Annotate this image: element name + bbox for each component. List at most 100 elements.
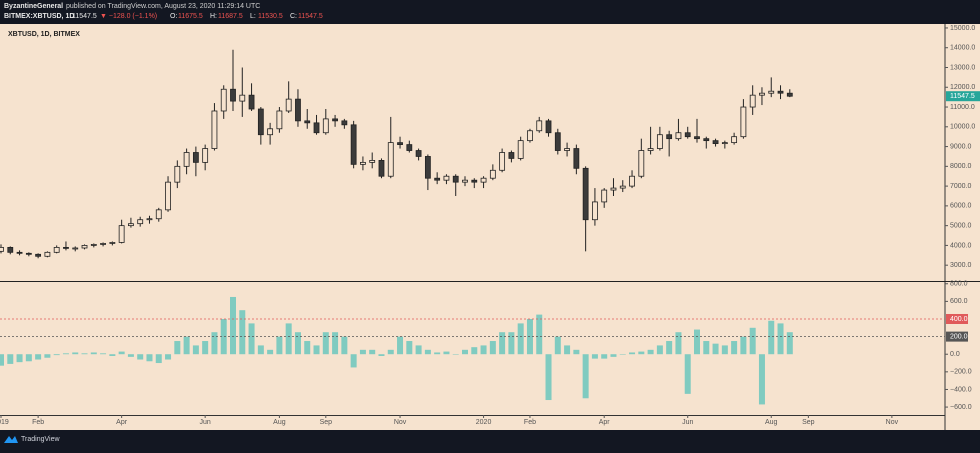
candle-body bbox=[424, 156, 431, 179]
candle-body bbox=[100, 243, 106, 245]
candle-body bbox=[369, 160, 376, 163]
bar bbox=[508, 332, 515, 355]
bar bbox=[619, 354, 626, 355]
candle-body bbox=[35, 253, 42, 257]
bar bbox=[591, 354, 598, 359]
bar bbox=[220, 318, 227, 355]
candle-body bbox=[350, 124, 357, 165]
x-tick-label: 2019 bbox=[0, 419, 9, 426]
bar bbox=[582, 354, 589, 399]
candle-body bbox=[90, 244, 97, 246]
candle-body bbox=[332, 118, 338, 122]
candle-body bbox=[573, 148, 580, 169]
candle-body bbox=[471, 179, 478, 183]
y-tick-label: 15000.0 bbox=[950, 25, 975, 32]
candle-body bbox=[137, 219, 144, 225]
x-tick-label: Jun bbox=[200, 419, 211, 426]
ohlc-value: 11675.5 bbox=[178, 13, 203, 20]
bar bbox=[276, 336, 283, 355]
candle-body bbox=[63, 246, 69, 249]
candle-body bbox=[517, 140, 524, 159]
bar bbox=[81, 353, 88, 355]
x-tick-label: Apr bbox=[116, 419, 128, 426]
bar bbox=[443, 351, 450, 355]
bar bbox=[489, 341, 496, 355]
bar bbox=[517, 323, 524, 355]
bar bbox=[332, 332, 339, 355]
candle-body bbox=[601, 189, 608, 203]
reference-label-box bbox=[946, 313, 968, 324]
bar bbox=[118, 351, 125, 355]
bar bbox=[230, 296, 236, 355]
bar bbox=[267, 349, 274, 355]
candle-body bbox=[554, 132, 561, 151]
candle-body bbox=[128, 223, 134, 227]
y-tick-label: 4000.0 bbox=[950, 242, 972, 249]
y-tick-label: −600.0 bbox=[950, 404, 972, 411]
bar bbox=[25, 354, 32, 362]
bar bbox=[387, 349, 394, 355]
candle-body bbox=[202, 148, 209, 163]
bar bbox=[740, 336, 747, 355]
bar bbox=[786, 332, 793, 355]
bar bbox=[294, 332, 301, 355]
y-tick-label: −400.0 bbox=[950, 386, 972, 393]
last-price-label: 11547.5 bbox=[950, 93, 975, 100]
candle-body bbox=[211, 110, 218, 149]
bar bbox=[684, 354, 691, 394]
x-tick-label: Sep bbox=[802, 419, 815, 426]
candle-body bbox=[44, 251, 51, 257]
candle-body bbox=[462, 179, 468, 183]
y-tick-label: 600.0 bbox=[950, 298, 968, 305]
x-tick-label: Sep bbox=[320, 419, 333, 426]
x-tick-label: Feb bbox=[524, 419, 536, 426]
candle-body bbox=[656, 134, 663, 149]
bar bbox=[768, 320, 775, 355]
candle-body bbox=[248, 94, 255, 110]
bar bbox=[202, 341, 209, 355]
bar bbox=[350, 354, 357, 368]
y-tick-label: 11000.0 bbox=[950, 104, 975, 111]
bar bbox=[35, 354, 42, 360]
candle-body bbox=[276, 110, 283, 130]
reference-label: 400.0 bbox=[950, 316, 968, 323]
candle-body bbox=[16, 251, 23, 254]
candle-body bbox=[397, 142, 403, 145]
bar bbox=[629, 352, 636, 355]
ohlc-label: C: bbox=[290, 13, 297, 20]
last-value: 11547.5 bbox=[72, 13, 97, 20]
candle-body bbox=[740, 106, 747, 138]
candle-body bbox=[257, 108, 264, 136]
candle-body bbox=[759, 92, 765, 96]
brand: TradingView bbox=[21, 436, 60, 443]
candle-body bbox=[508, 152, 515, 159]
candle-body bbox=[25, 252, 32, 255]
candle-body bbox=[749, 94, 756, 108]
candle-body bbox=[192, 152, 199, 163]
y-tick-label: 10000.0 bbox=[950, 124, 975, 131]
candle-body bbox=[721, 142, 728, 145]
bar bbox=[192, 345, 199, 355]
candle-body bbox=[675, 132, 682, 140]
x-tick-label: Aug bbox=[765, 419, 778, 426]
bar bbox=[248, 323, 255, 355]
candle-body bbox=[480, 177, 487, 183]
bar bbox=[0, 354, 4, 366]
candle-body bbox=[174, 165, 181, 183]
reference-label: 200.0 bbox=[950, 333, 968, 340]
x-tick-label: 2020 bbox=[476, 419, 492, 426]
candle-body bbox=[406, 144, 413, 151]
bar bbox=[397, 336, 404, 355]
bar bbox=[341, 336, 348, 355]
logo-icon bbox=[4, 436, 18, 443]
candle-body bbox=[545, 120, 552, 134]
candle-body bbox=[81, 245, 88, 249]
candle-body bbox=[564, 148, 570, 151]
candle-body bbox=[341, 120, 348, 126]
x-tick-label: Jun bbox=[682, 419, 693, 426]
bar bbox=[146, 354, 153, 362]
chart-area bbox=[0, 24, 980, 430]
y-tick-label: 9000.0 bbox=[950, 143, 972, 150]
bar bbox=[211, 332, 218, 355]
